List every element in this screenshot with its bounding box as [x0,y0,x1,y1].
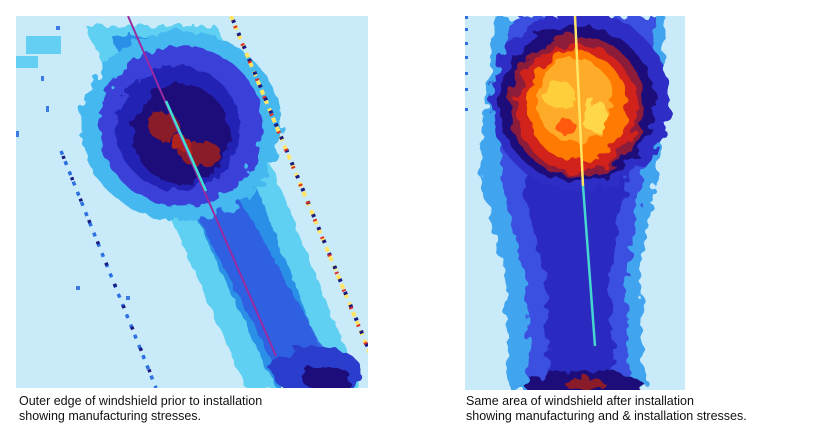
stress-heatmap-after [465,16,685,390]
stress-heatmap-before [16,16,368,388]
caption-after-line2: showing manufacturing and & installation… [466,409,747,423]
stress-image-before [16,16,368,388]
caption-before-line2: showing manufacturing stresses. [19,409,202,423]
stress-image-after [465,16,685,390]
caption-before-line1: Outer edge of windshield prior to instal… [19,394,263,408]
caption-before: Outer edge of windshield prior to instal… [19,394,262,424]
caption-after-line1: Same area of windshield after installati… [466,394,694,408]
caption-after: Same area of windshield after installati… [466,394,747,424]
